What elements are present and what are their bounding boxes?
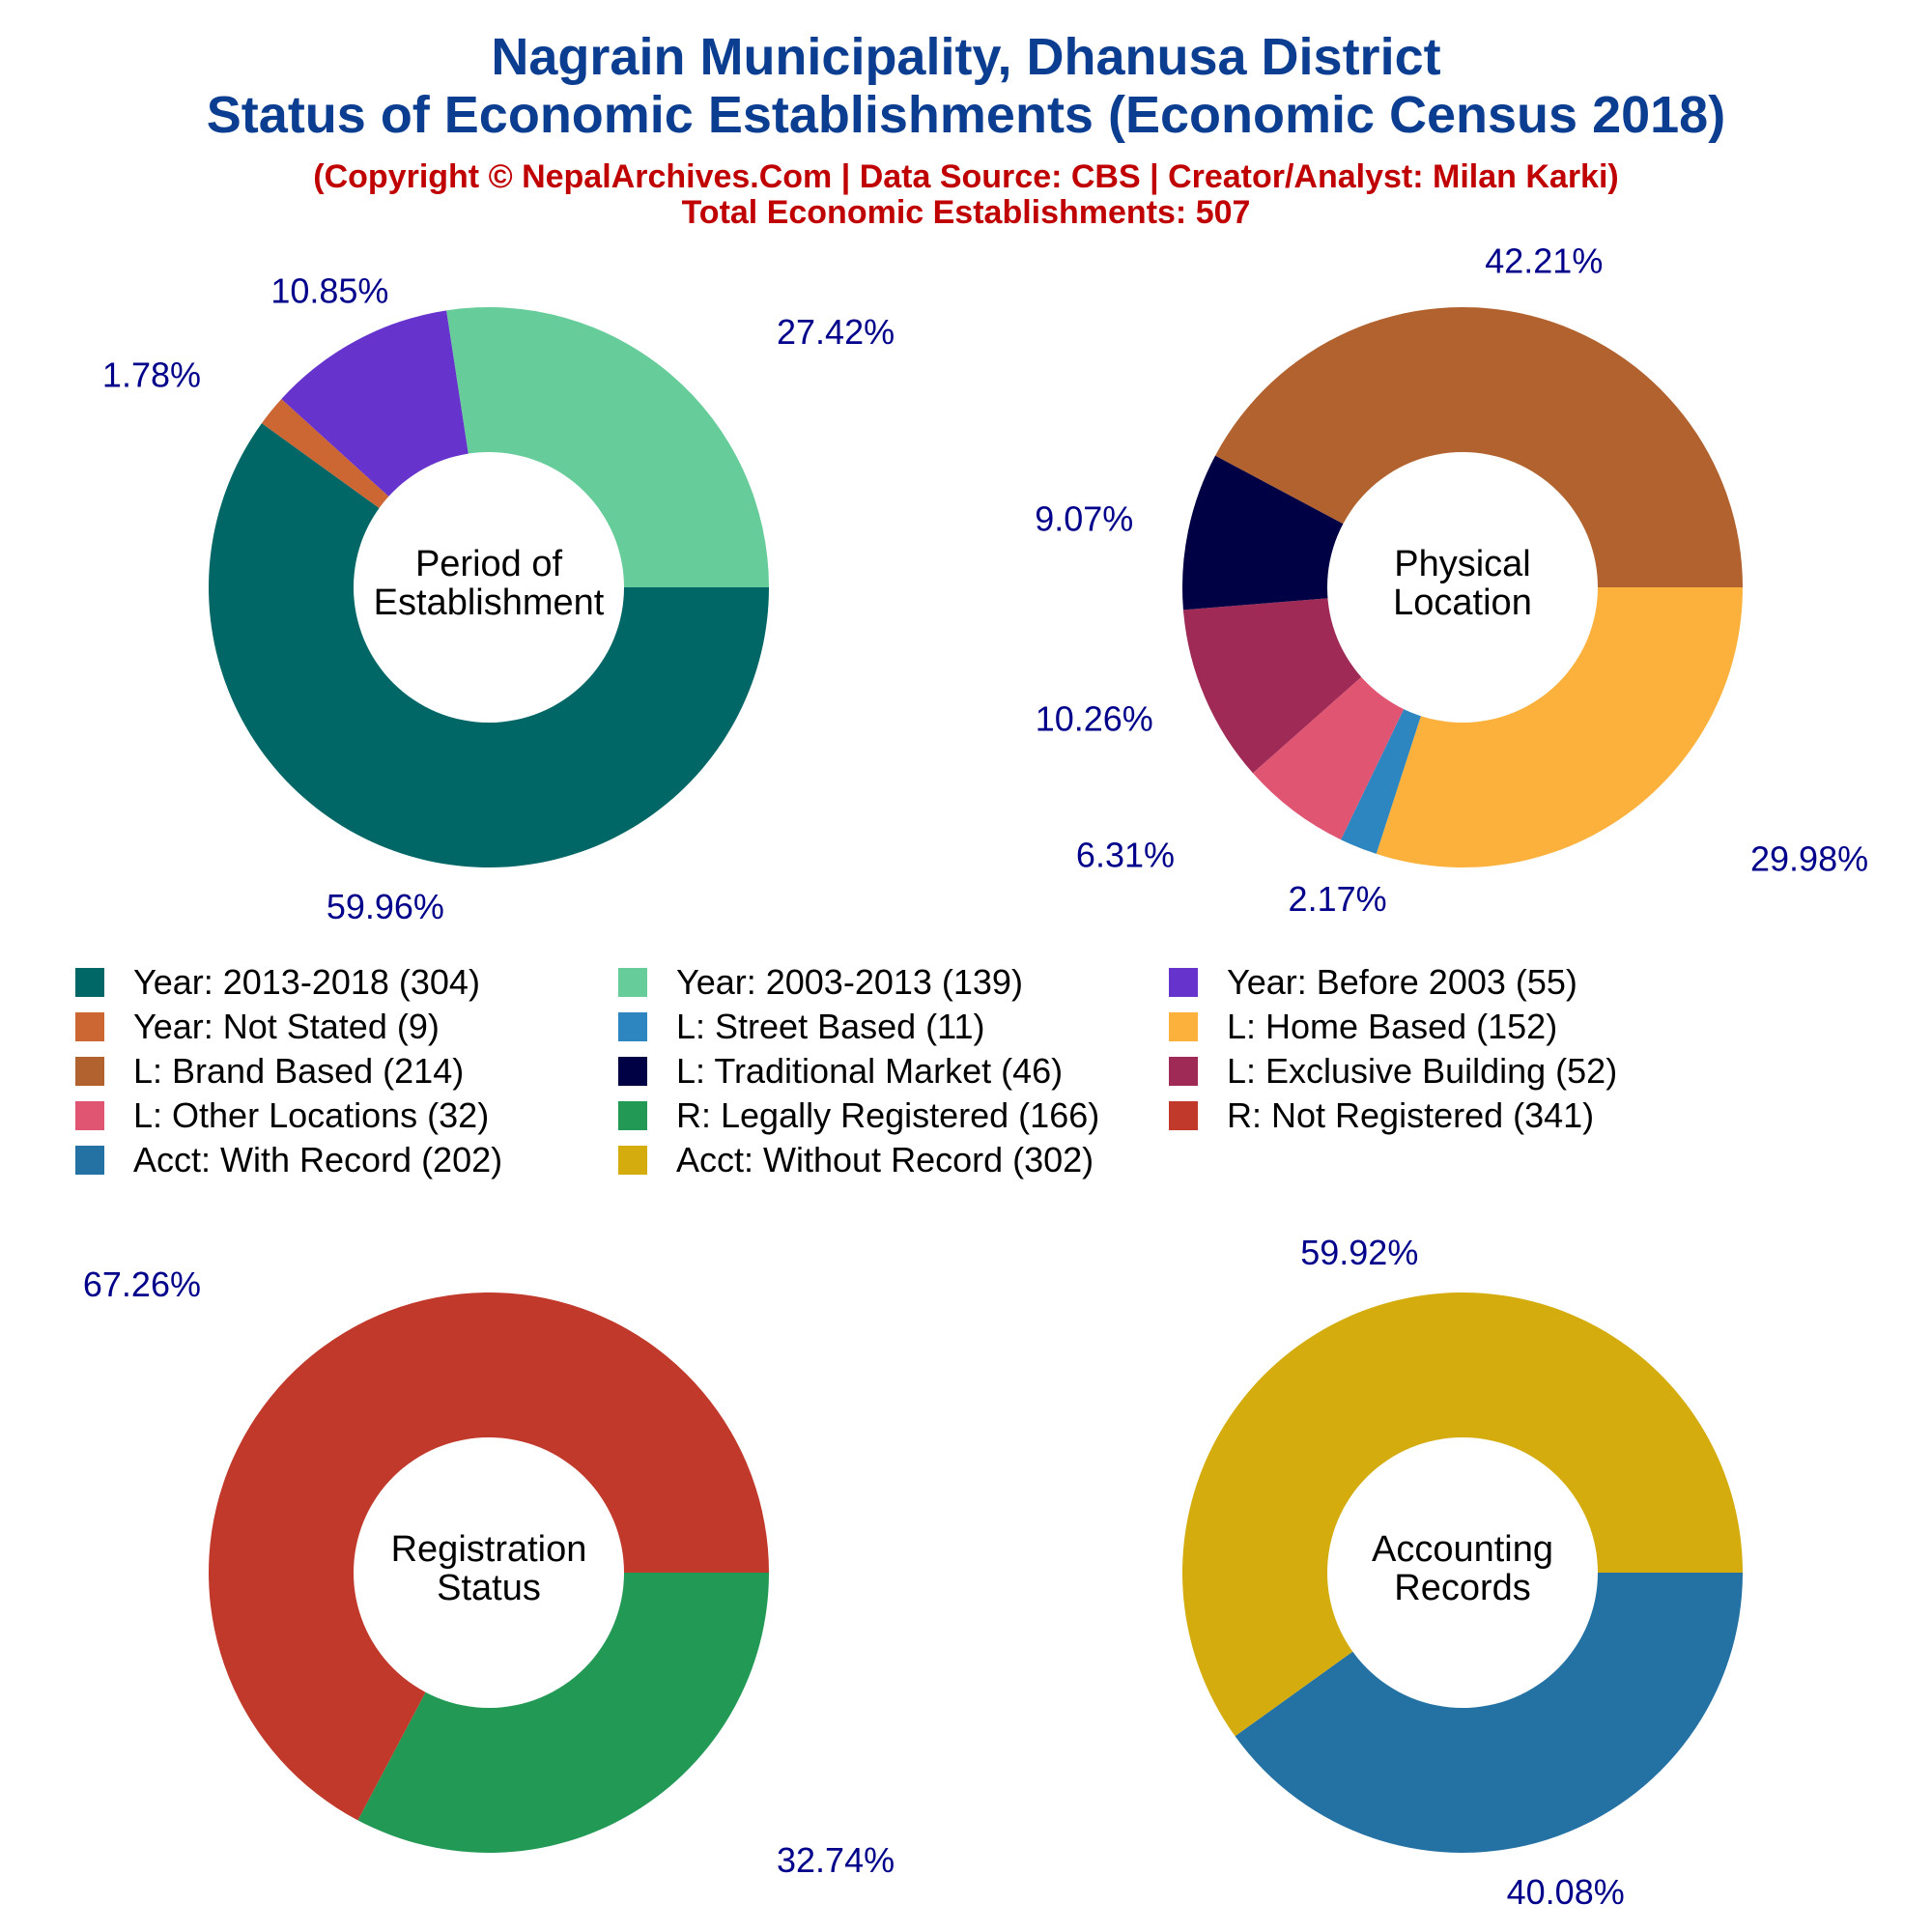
legend-label: L: Street Based (11) [676,1007,985,1046]
legend-item: L: Street Based (11) [618,1006,985,1048]
donut-center-label: Location [1393,582,1532,623]
slice-percent-label: 2.17% [1289,879,1387,919]
legend-swatch [75,968,104,997]
legend-item: L: Other Locations (32) [75,1094,489,1137]
copyright-note: (Copyright © NepalArchives.Com | Data So… [313,158,1619,195]
slice-percent-label: 32.74% [777,1840,895,1880]
legend-label: L: Brand Based (214) [133,1051,465,1091]
legend-swatch [1169,1012,1198,1041]
legend-label: Year: 2003-2013 (139) [676,962,1023,1002]
legend-label: Year: 2013-2018 (304) [133,962,480,1002]
legend-swatch [1169,1057,1198,1086]
donut-hole [354,1437,624,1708]
legend-label: Acct: With Record (202) [133,1140,503,1179]
legend-label: Year: Not Stated (9) [133,1007,440,1046]
donut-center-label: Accounting [1372,1529,1553,1570]
legend-item: R: Legally Registered (166) [618,1094,1099,1137]
chart-title-line-2: Status of Economic Establishments (Econo… [206,86,1726,144]
slice-percent-label: 59.96% [327,887,444,926]
donut-center-label: Physical [1394,544,1531,584]
slice-percent-label: 10.85% [270,270,388,310]
legend-swatch [75,1101,104,1130]
legend-swatch [75,1012,104,1041]
slice-percent-label: 27.42% [777,312,895,352]
slice-percent-label: 42.21% [1485,241,1603,280]
slice-percent-label: 40.08% [1507,1872,1625,1912]
legend-label: Year: Before 2003 (55) [1227,962,1577,1002]
slice-percent-label: 6.31% [1076,836,1175,875]
chart-title-line-1: Nagrain Municipality, Dhanusa District [491,28,1441,86]
legend-swatch [618,968,647,997]
donut-center-label: Records [1394,1568,1531,1608]
legend-item: Year: 2013-2018 (304) [75,961,480,1004]
legend-label: R: Legally Registered (166) [676,1095,1100,1135]
legend-item: L: Exclusive Building (52) [1169,1050,1617,1093]
legend-swatch [618,1101,647,1130]
legend-swatch [618,1012,647,1041]
donut-center-label: Registration [391,1529,587,1570]
slice-percent-label: 9.07% [1035,498,1133,538]
legend-swatch [618,1146,647,1175]
legend-item: L: Brand Based (214) [75,1050,464,1093]
donut-hole [354,452,624,723]
legend-label: L: Exclusive Building (52) [1227,1051,1618,1091]
donut-center-label: Status [437,1568,541,1608]
legend-item: Year: Not Stated (9) [75,1006,440,1048]
pie-slice [1235,1573,1743,1854]
legend-item: L: Traditional Market (46) [618,1050,1063,1093]
legend-label: R: Not Registered (341) [1227,1095,1595,1135]
donut-center-label: Period of [415,544,563,584]
donut-hole [1327,1437,1598,1708]
legend-item: Year: 2003-2013 (139) [618,961,1023,1004]
legend-label: Acct: Without Record (302) [676,1140,1094,1179]
legend-label: L: Other Locations (32) [133,1095,490,1135]
legend-swatch [75,1057,104,1086]
legend-swatch [1169,968,1198,997]
legend-label: L: Home Based (152) [1227,1007,1558,1046]
legend-label: L: Traditional Market (46) [676,1051,1064,1091]
donut-center-label: Establishment [374,582,605,623]
slice-percent-label: 67.26% [83,1264,201,1304]
slice-percent-label: 10.26% [1036,698,1153,738]
legend-swatch [1169,1101,1198,1130]
slice-percent-label: 1.78% [102,355,201,395]
legend-item: Acct: Without Record (302) [618,1139,1094,1181]
legend-item: L: Home Based (152) [1169,1006,1557,1048]
legend-item: Year: Before 2003 (55) [1169,961,1577,1004]
slice-percent-label: 59.92% [1300,1233,1418,1272]
total-establishments: Total Economic Establishments: 507 [681,194,1251,231]
legend-swatch [75,1146,104,1175]
legend-item: R: Not Registered (341) [1169,1094,1594,1137]
donut-hole [1327,452,1598,723]
slice-percent-label: 29.98% [1750,838,1868,878]
legend-item: Acct: With Record (202) [75,1139,502,1181]
legend-swatch [618,1057,647,1086]
